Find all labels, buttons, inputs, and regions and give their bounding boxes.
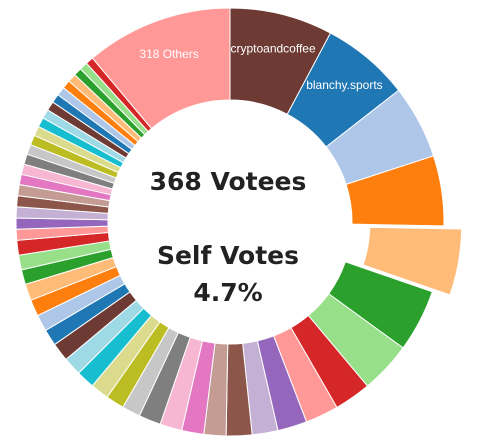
donut xyxy=(15,7,463,437)
center-subtitle: Self Votes xyxy=(157,241,299,270)
slice-label: blanchy.sports xyxy=(306,78,382,92)
center-value: 4.7% xyxy=(193,278,262,307)
slice xyxy=(362,226,463,296)
slice-label: cryptoandcoffee xyxy=(230,41,315,55)
slice xyxy=(91,7,231,130)
center-title: 368 Votees xyxy=(150,167,307,196)
slice-label: 318 Others xyxy=(139,47,198,61)
slice xyxy=(345,155,445,227)
